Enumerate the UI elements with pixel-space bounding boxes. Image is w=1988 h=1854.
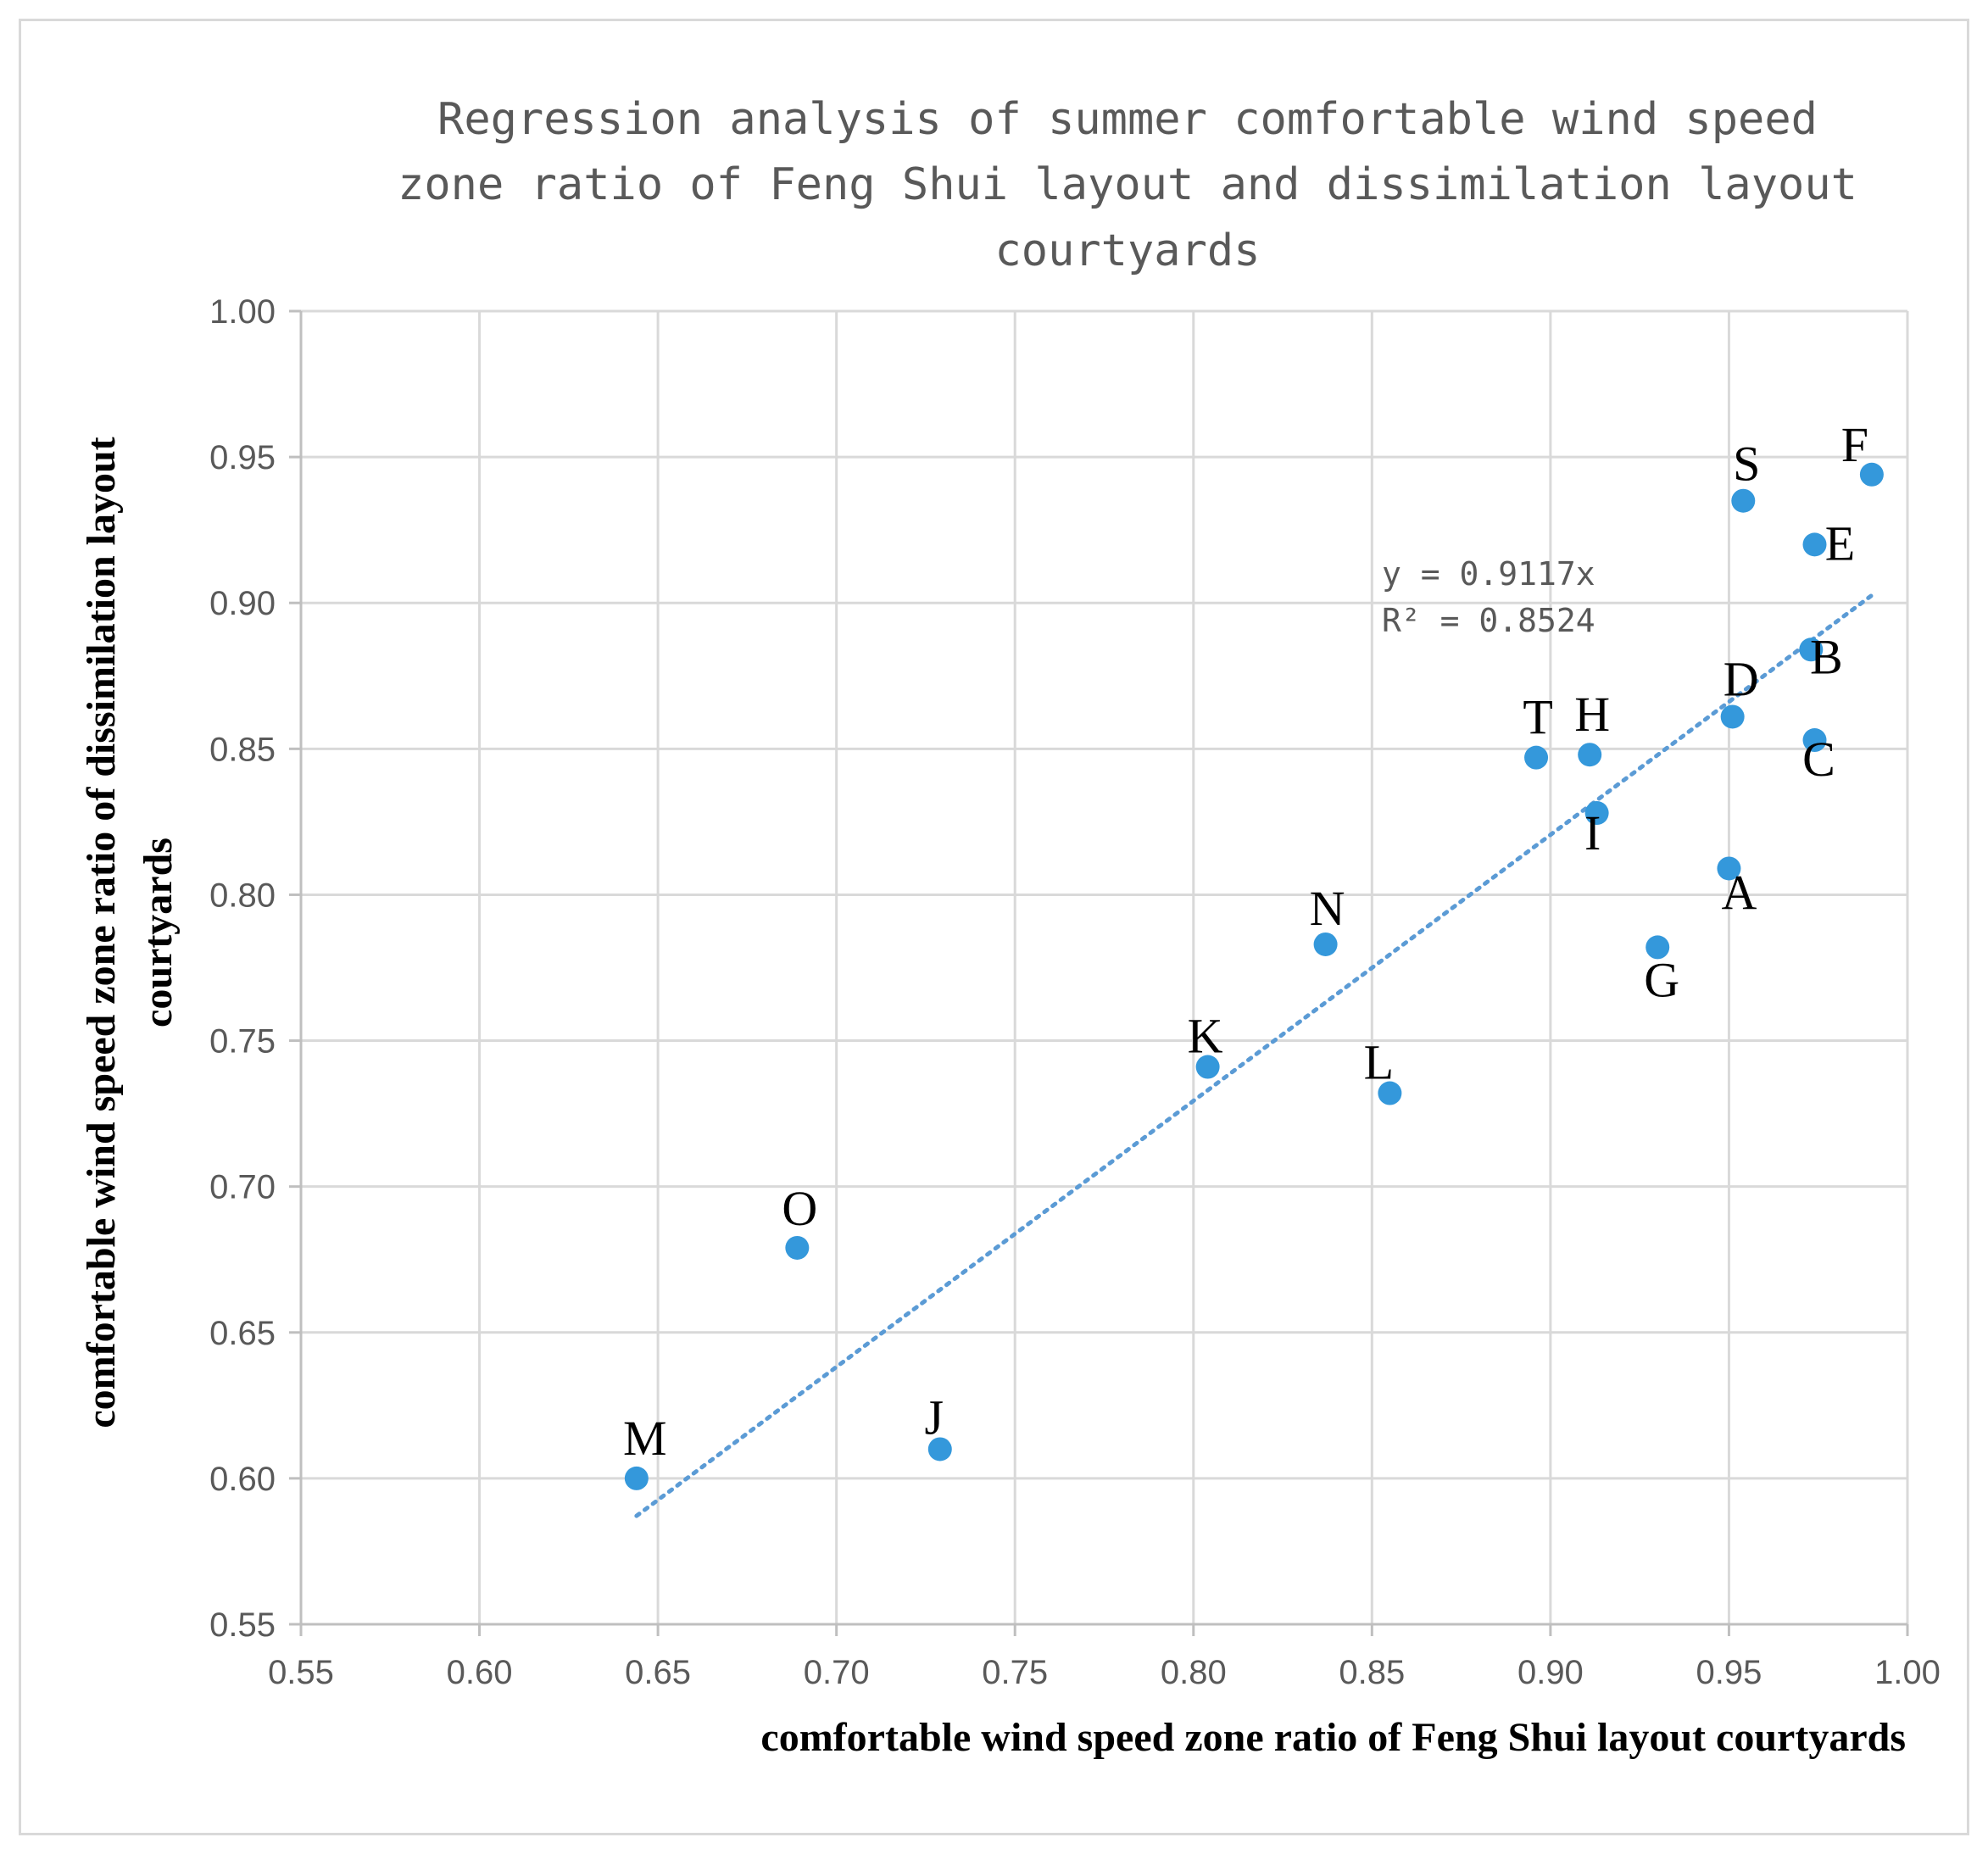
x-tick-label: 0.85 — [1339, 1654, 1405, 1691]
point-label-t: T — [1523, 690, 1552, 745]
chart-frame — [19, 19, 1969, 1835]
data-point-d — [1720, 704, 1745, 729]
data-point-k — [1195, 1055, 1220, 1079]
data-point-n — [1313, 932, 1338, 956]
data-point-l — [1378, 1081, 1402, 1105]
point-labels: A BCD EF G H I J K L M N O S T — [623, 417, 1868, 1466]
point-label-j: J — [924, 1389, 944, 1445]
data-point-s — [1731, 488, 1756, 513]
y-tick-labels: 0.55 0.60 0.65 0.70 0.75 0.80 0.85 0.90 0.95 1.00 — [209, 293, 276, 1644]
data-point-j — [927, 1437, 952, 1461]
point-label-b: B — [1810, 629, 1843, 684]
trendline-group — [634, 593, 1874, 1518]
trendline-equation: y = 0.9117x — [1382, 555, 1595, 593]
point-label-d: D — [1723, 651, 1759, 706]
point-label-k: K — [1188, 1009, 1223, 1064]
x-tick-label: 1.00 — [1874, 1654, 1941, 1691]
y-tick-label: 1.00 — [209, 293, 276, 331]
point-label-l: L — [1364, 1035, 1394, 1090]
x-tick-label: 0.75 — [982, 1654, 1048, 1691]
point-label-o: O — [782, 1181, 817, 1236]
y-tick-label: 0.95 — [209, 439, 276, 476]
data-point-g — [1646, 935, 1670, 960]
chart-title-line-3: courtyards — [994, 225, 1260, 276]
x-tick-label: 0.80 — [1161, 1654, 1227, 1691]
data-point-b — [1799, 637, 1824, 662]
axes — [289, 309, 1909, 1636]
trendline-r-squared: R² = 0.8524 — [1382, 602, 1595, 639]
chart-title-line-1: Regression analysis of summer comfortabl… — [437, 94, 1818, 145]
x-axis-title: comfortable wind speed zone ratio of Fen… — [760, 1715, 1906, 1760]
x-tick-label: 0.55 — [268, 1654, 334, 1691]
data-point-i — [1584, 801, 1609, 826]
data-point-h — [1578, 743, 1602, 767]
gridlines — [301, 309, 1909, 1624]
data-point-f — [1859, 462, 1884, 487]
data-points — [624, 462, 1884, 1490]
chart-title-line-2: zone ratio of Feng Shui layout and dissi… — [398, 159, 1857, 210]
point-label-g: G — [1644, 952, 1679, 1007]
data-point-c — [1802, 728, 1827, 753]
x-tick-label: 0.65 — [625, 1654, 691, 1691]
point-label-e: E — [1825, 515, 1855, 571]
y-axis-title-line-1: comfortable wind speed zone ratio of dis… — [79, 437, 124, 1428]
data-point-m — [624, 1466, 649, 1490]
y-tick-label: 0.70 — [209, 1169, 276, 1206]
y-tick-label: 0.85 — [209, 731, 276, 768]
x-tick-label: 0.90 — [1517, 1654, 1584, 1691]
point-label-m: M — [623, 1411, 667, 1466]
x-tick-label: 0.95 — [1696, 1654, 1762, 1691]
y-tick-label: 0.90 — [209, 585, 276, 622]
y-tick-label: 0.65 — [209, 1315, 276, 1352]
point-label-c: C — [1802, 732, 1835, 787]
point-label-h: H — [1574, 687, 1610, 742]
y-tick-label: 0.55 — [209, 1606, 276, 1644]
data-point-a — [1717, 856, 1741, 881]
point-label-a: A — [1721, 865, 1757, 920]
data-point-e — [1802, 532, 1827, 557]
x-tick-label: 0.60 — [447, 1654, 513, 1691]
point-label-n: N — [1310, 881, 1345, 936]
data-point-t — [1524, 745, 1549, 770]
point-label-f: F — [1841, 417, 1868, 472]
y-axis-title-line-2: courtyards — [136, 838, 181, 1027]
chart-title: Regression analysis of summer comfortabl… — [398, 94, 1857, 276]
data-point-o — [785, 1235, 810, 1260]
trendline — [634, 593, 1874, 1518]
x-tick-label: 0.70 — [804, 1654, 870, 1691]
x-tick-labels: 0.55 0.60 0.65 0.70 0.75 0.80 0.85 0.90 0.95 1.00 — [268, 1654, 1941, 1691]
y-tick-label: 0.80 — [209, 877, 276, 914]
y-tick-label: 0.75 — [209, 1023, 276, 1061]
y-tick-label: 0.60 — [209, 1461, 276, 1498]
point-label-s: S — [1733, 437, 1760, 492]
point-label-i: I — [1584, 805, 1601, 860]
